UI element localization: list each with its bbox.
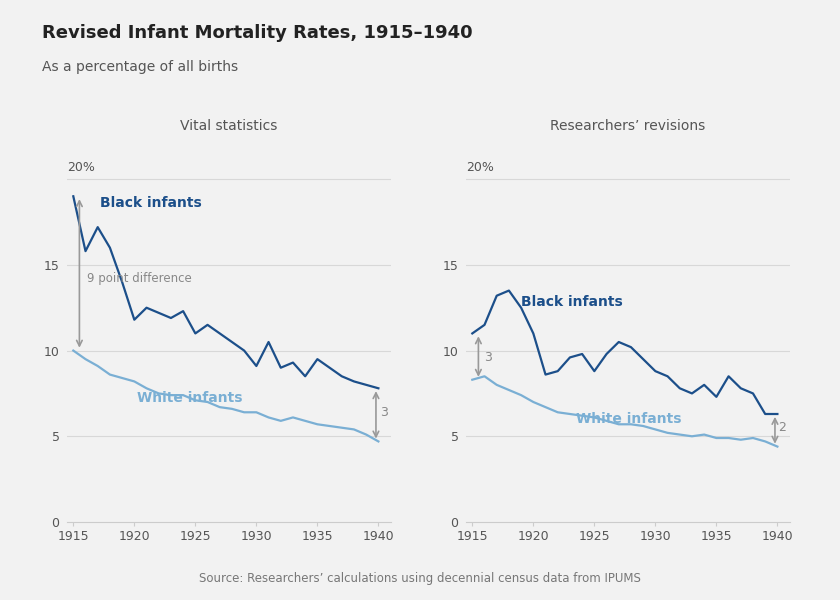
Text: As a percentage of all births: As a percentage of all births [42,60,238,74]
Text: 3: 3 [380,406,387,419]
Text: 2: 2 [779,421,786,434]
Text: 3: 3 [485,351,492,364]
Text: White infants: White infants [576,412,681,425]
Text: Source: Researchers’ calculations using decennial census data from IPUMS: Source: Researchers’ calculations using … [199,572,641,585]
Text: 9 point difference: 9 point difference [87,272,192,285]
Text: Researchers’ revisions: Researchers’ revisions [550,119,706,133]
Text: Black infants: Black infants [100,196,202,210]
Text: Black infants: Black infants [521,295,623,309]
Text: 20%: 20% [466,161,494,174]
Text: Vital statistics: Vital statistics [181,119,277,133]
Text: Revised Infant Mortality Rates, 1915–1940: Revised Infant Mortality Rates, 1915–194… [42,24,473,42]
Text: 20%: 20% [67,161,95,174]
Text: White infants: White infants [137,391,242,405]
